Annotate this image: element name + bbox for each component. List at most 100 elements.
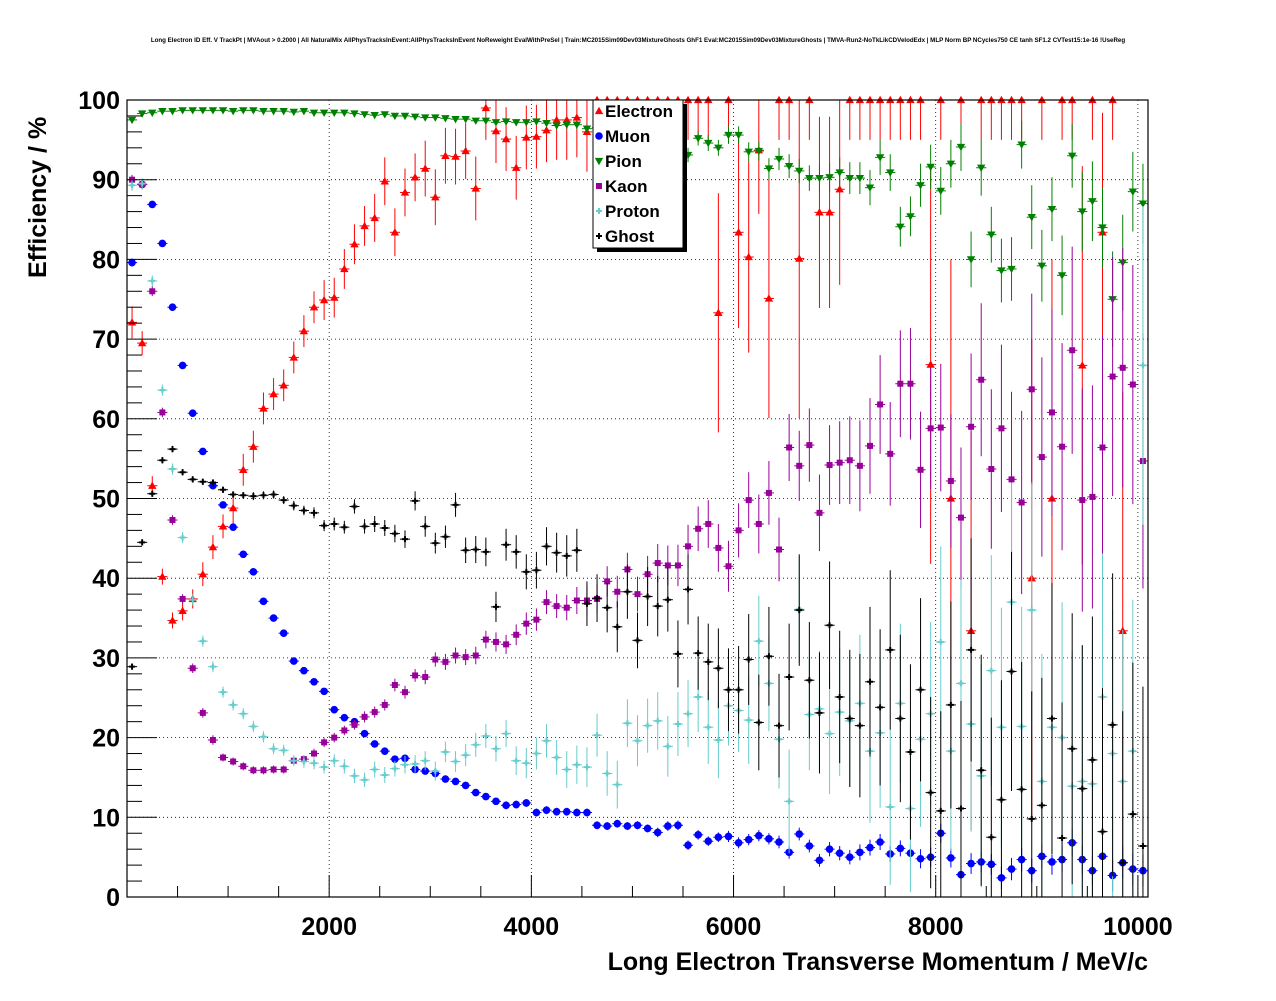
proton-point — [331, 757, 338, 764]
electron-point — [481, 103, 491, 112]
proton-point — [604, 770, 611, 777]
electron-point — [421, 164, 430, 172]
pion-point — [896, 223, 905, 231]
pion-point — [289, 108, 298, 117]
muon-point — [805, 842, 814, 850]
y-tick-label: 60 — [92, 406, 120, 434]
proton-point — [381, 772, 388, 779]
kaon-point — [735, 527, 742, 534]
proton-point — [189, 596, 196, 603]
electron-point — [137, 338, 147, 347]
legend-label-electron: Electron — [605, 102, 673, 121]
kaon-point — [674, 562, 681, 569]
ghost-point — [887, 646, 894, 653]
electron-point — [269, 389, 278, 398]
ghost-point — [1028, 815, 1035, 822]
kaon-point — [412, 672, 419, 679]
electron-point — [370, 213, 379, 222]
muon-point — [916, 854, 925, 863]
pion-point — [532, 118, 541, 126]
ghost-point — [523, 568, 530, 575]
kaon-point — [270, 766, 277, 773]
proton-point — [482, 733, 489, 740]
ghost-point — [836, 693, 843, 700]
ghost-point — [209, 479, 216, 486]
kaon-point — [897, 380, 904, 387]
ghost-point — [877, 704, 884, 711]
muon-point — [664, 822, 672, 830]
electron-point — [491, 126, 501, 135]
muon-point — [583, 808, 591, 817]
ghost-point — [816, 709, 823, 716]
proton-point — [543, 737, 550, 744]
muon-point — [724, 832, 733, 841]
proton-point — [442, 748, 449, 755]
muon-point — [370, 740, 379, 748]
pion-point — [451, 115, 460, 124]
kaon-point — [776, 546, 783, 553]
legend-entry-muon: Muon — [595, 127, 650, 146]
muon-point — [653, 828, 662, 837]
kaon-point — [472, 652, 479, 659]
ghost-point — [220, 486, 227, 493]
legend-entry-proton: Proton — [596, 202, 660, 221]
pion-point — [855, 174, 865, 183]
proton-point — [250, 723, 257, 730]
ghost-point — [381, 524, 388, 531]
kaon-point — [209, 736, 216, 743]
pion-point — [744, 148, 753, 157]
ghost-point — [644, 593, 651, 600]
proton-point — [644, 722, 651, 729]
kaon-point — [634, 591, 641, 598]
muon-point — [128, 258, 136, 267]
ghost-point — [553, 549, 560, 556]
ghost-point — [796, 607, 803, 614]
pion-point — [1027, 214, 1036, 222]
muon-point — [522, 799, 531, 807]
series-pion — [127, 107, 1148, 348]
kaon-point — [462, 654, 469, 661]
proton-point — [462, 752, 469, 759]
pion-point — [299, 108, 309, 116]
chart-title: Long Electron ID Eff. V TrackPt | MVAout… — [151, 37, 1126, 44]
kaon-point — [1038, 454, 1045, 461]
proton-point — [715, 736, 722, 743]
ghost-point — [604, 604, 611, 611]
electron-point — [562, 115, 571, 124]
kaon-point — [1099, 444, 1106, 451]
proton-point — [695, 693, 702, 700]
muon-point — [552, 807, 561, 816]
pion-point — [319, 109, 329, 117]
pion-point — [471, 117, 480, 125]
kaon-point — [887, 450, 894, 457]
proton-point — [1139, 362, 1146, 369]
legend-marker-kaon — [596, 183, 602, 189]
electron-point — [734, 228, 743, 236]
pion-point — [835, 169, 844, 177]
pion-point — [1078, 208, 1087, 216]
x-tick-label: 4000 — [504, 913, 560, 941]
ghost-point — [503, 541, 510, 548]
electron-point — [714, 308, 723, 316]
muon-point — [876, 838, 884, 846]
kaon-point — [563, 604, 570, 611]
proton-point — [685, 710, 692, 717]
muon-point — [279, 629, 288, 637]
ghost-point — [867, 678, 874, 685]
pion-point — [501, 118, 511, 126]
ghost-point — [1048, 715, 1055, 722]
electron-point — [380, 177, 389, 185]
electron-point — [198, 570, 208, 578]
ghost-point — [412, 497, 419, 504]
muon-point — [158, 239, 167, 248]
pion-point — [137, 110, 147, 118]
y-tick-label: 40 — [92, 565, 120, 593]
pion-point — [309, 109, 319, 117]
muon-point — [714, 833, 723, 842]
proton-point — [371, 766, 378, 773]
ghost-point — [169, 446, 176, 453]
kaon-point — [947, 477, 954, 484]
ghost-point — [1129, 811, 1136, 818]
muon-point — [825, 845, 834, 853]
y-tick-label: 70 — [92, 326, 120, 354]
